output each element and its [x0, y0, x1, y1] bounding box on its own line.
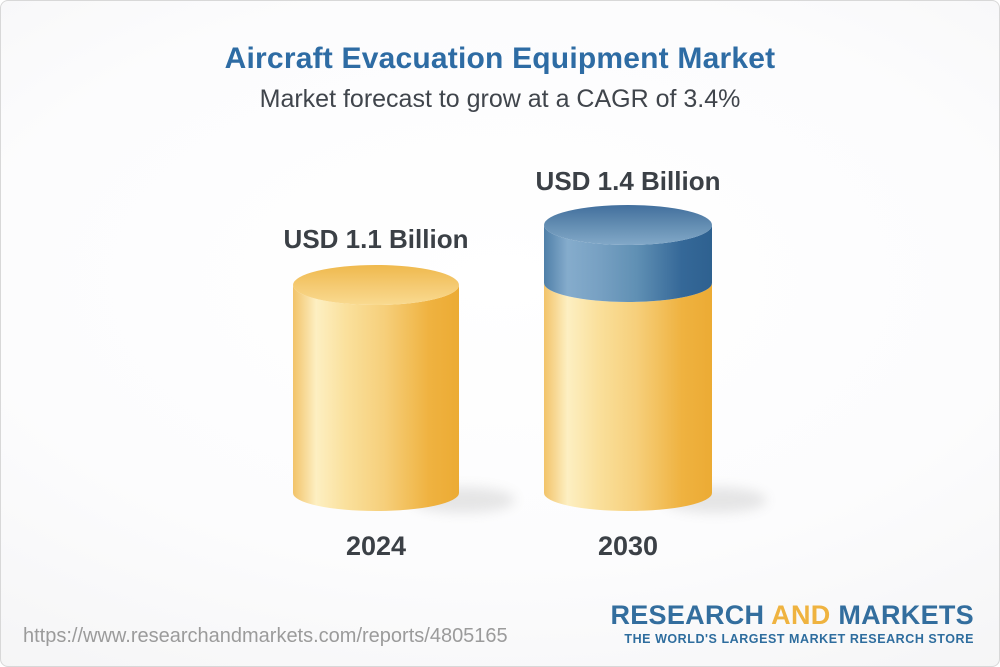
page-subtitle: Market forecast to grow at a CAGR of 3.4…	[259, 85, 741, 113]
research-and-markets-logo: RESEARCH AND MARKETS THE WORLD'S LARGEST…	[610, 601, 974, 647]
logo-word-research: RESEARCH	[610, 600, 765, 630]
cylinder-2030	[544, 205, 712, 511]
cylinder-2024	[293, 265, 459, 511]
report-url: https://www.researchandmarkets.com/repor…	[23, 625, 508, 647]
cylinder-2030-growth-segment	[544, 225, 712, 302]
axis-label-2024: 2024	[345, 531, 407, 561]
page-title: Aircraft Evacuation Equipment Market	[224, 42, 776, 75]
axis-label-2030: 2030	[597, 531, 659, 561]
logo-wordmark: RESEARCH AND MARKETS	[610, 601, 974, 630]
cylinder-2030-base-segment	[544, 283, 712, 511]
value-label-2024: USD 1.1 Billion	[283, 224, 469, 254]
logo-tagline: THE WORLD'S LARGEST MARKET RESEARCH STOR…	[624, 632, 974, 646]
value-label-2030: USD 1.4 Billion	[535, 166, 721, 196]
logo-word-and: AND	[771, 600, 831, 630]
logo-word-markets: MARKETS	[838, 600, 974, 630]
